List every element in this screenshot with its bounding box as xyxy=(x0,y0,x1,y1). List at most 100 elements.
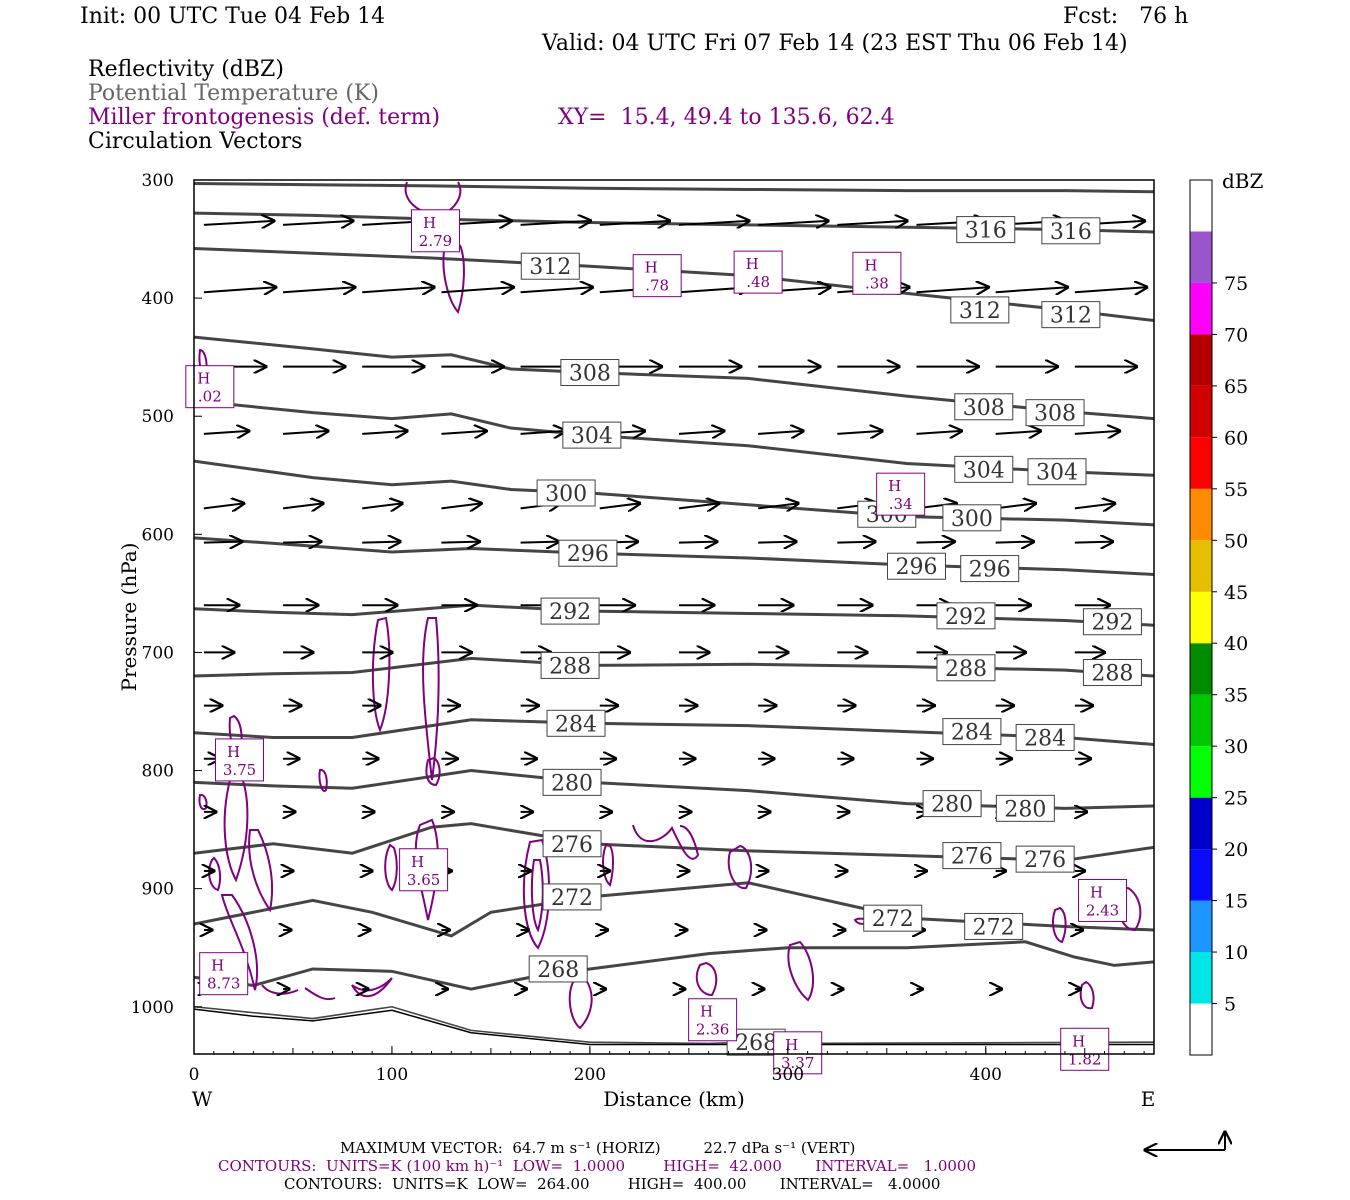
vector-arrow xyxy=(995,542,1034,543)
vector-arrow xyxy=(520,287,593,292)
field-miller: Miller frontogenesis (def. term) xyxy=(88,105,441,130)
vector-arrow xyxy=(520,542,559,543)
vector-arrow xyxy=(520,431,566,434)
colorbar-label: 30 xyxy=(1224,736,1248,758)
miller-contour xyxy=(530,859,544,933)
miller-max-box xyxy=(199,952,249,996)
colorbar-label: 15 xyxy=(1224,891,1248,913)
theta-label-text: 272 xyxy=(551,886,593,911)
colorbar-label: 45 xyxy=(1224,582,1248,604)
theta-label: 316 xyxy=(956,216,1016,244)
theta-label-text: 308 xyxy=(1034,402,1076,427)
theta-label-text: 312 xyxy=(1050,304,1092,329)
vector-arrow xyxy=(758,221,828,225)
vector-arrow xyxy=(599,221,670,225)
axes: 0 100 200 300 400 300 400 500 600 700 800 900 1000 Di… xyxy=(117,171,1155,1111)
vector-arrow xyxy=(758,431,803,434)
theta-label: 288 xyxy=(1082,659,1142,687)
theta-label-box xyxy=(540,597,600,625)
max-vector-info: MAXIMUM VECTOR: 64.7 m s⁻¹ (HORIZ) 22.7 … xyxy=(340,1139,856,1157)
theta-label-box xyxy=(1041,301,1101,329)
colorbar-label: 55 xyxy=(1224,479,1248,501)
theta-label-text: 292 xyxy=(1091,611,1133,636)
vector-arrow xyxy=(916,542,954,543)
theta-label-box xyxy=(942,718,1002,746)
miller-max-value: 2.43 xyxy=(1086,901,1119,919)
miller-max-value: 3.65 xyxy=(407,871,440,889)
vector-arrow xyxy=(283,221,353,225)
colorbar-label: 5 xyxy=(1224,994,1236,1016)
miller-contour xyxy=(318,769,328,792)
xsection-endpoints: XY= 15.4, 49.4 to 135.6, 62.4 xyxy=(558,105,895,130)
theta-label-text: 288 xyxy=(1091,662,1133,687)
miller-max-label: H2.36 xyxy=(688,998,738,1042)
miller-contour xyxy=(727,844,753,890)
theta-label-box xyxy=(542,768,602,796)
miller-max-letter: H xyxy=(645,259,658,277)
theta-label-box xyxy=(886,552,946,580)
vector-arrow xyxy=(837,221,907,225)
theta-label-box xyxy=(964,912,1024,940)
miller-max-label: H3.75 xyxy=(215,738,265,782)
x-tick-label: 100 xyxy=(376,1065,408,1085)
theta-label-text: 308 xyxy=(963,396,1005,421)
theta-label: 292 xyxy=(540,597,600,625)
theta-label: 276 xyxy=(942,842,1002,870)
miller-max-label: H.78 xyxy=(632,254,682,298)
miller-max-box xyxy=(773,1031,823,1075)
vector-arrow xyxy=(995,503,1036,508)
theta-label: 288 xyxy=(540,651,600,679)
theta-label-box xyxy=(922,790,982,818)
theta-label-text: 316 xyxy=(965,219,1007,244)
theta-contour-272 xyxy=(194,881,1154,938)
theta-label-text: 292 xyxy=(945,605,987,630)
vector-arrow xyxy=(362,431,407,434)
theta-label-box xyxy=(954,393,1014,421)
theta-label: 280 xyxy=(542,768,602,796)
theta-label: 272 xyxy=(542,883,602,911)
miller-max-box xyxy=(399,848,449,892)
theta-label-box xyxy=(950,296,1010,324)
theta-label: 284 xyxy=(1015,723,1075,751)
colorbar-swatch xyxy=(1190,1003,1212,1055)
x-axis-label: Distance (km) xyxy=(603,1087,745,1111)
miller-max-value: 2.36 xyxy=(696,1021,729,1039)
theta-label-box xyxy=(540,651,600,679)
theta-label: 312 xyxy=(1041,301,1101,329)
vector-arrow xyxy=(837,431,882,434)
theta-label: 312 xyxy=(950,296,1010,324)
colorbar-swatch xyxy=(1190,591,1212,644)
y-axis-label: Pressure (hPa) xyxy=(117,543,141,692)
miller-max-label: H1.82 xyxy=(1060,1027,1110,1071)
theta-label-box xyxy=(936,602,996,630)
miller-max-label: H.38 xyxy=(852,251,902,295)
theta-contour-320 xyxy=(194,182,1154,194)
theta-label-box xyxy=(542,830,602,858)
theta-label: 276 xyxy=(1015,845,1075,873)
miller-max-label: H.02 xyxy=(185,365,235,409)
miller-max-letter: H xyxy=(423,214,436,232)
init-time: Init: 00 UTC Tue 04 Feb 14 xyxy=(80,4,386,29)
vector-arrow xyxy=(678,503,719,508)
vector-arrow xyxy=(758,542,796,543)
x-tick-label: 0 xyxy=(189,1065,200,1085)
theta-contour-264 xyxy=(194,1005,1154,1045)
miller-contour xyxy=(1079,980,1095,1010)
miller-contour xyxy=(787,940,815,1002)
vector-arrow xyxy=(1074,542,1113,543)
theta-label: 312 xyxy=(520,252,580,280)
miller-max-letter: H xyxy=(411,853,424,871)
miller-max-box xyxy=(733,250,783,294)
colorbar-swatch xyxy=(1190,488,1212,541)
theta-label-box xyxy=(942,504,1002,532)
miller-contour xyxy=(422,617,440,781)
theta-label-box xyxy=(520,252,580,280)
miller-max-letter: H xyxy=(227,743,240,761)
theta-label-box xyxy=(1082,659,1142,687)
theta-label-box xyxy=(558,539,618,567)
theta-label-box xyxy=(942,842,1002,870)
miller-max-letter: H xyxy=(1090,883,1103,901)
colorbar-label: 40 xyxy=(1224,633,1248,655)
colorbar-label: 20 xyxy=(1224,839,1248,861)
y-tick-label: 500 xyxy=(142,407,174,427)
